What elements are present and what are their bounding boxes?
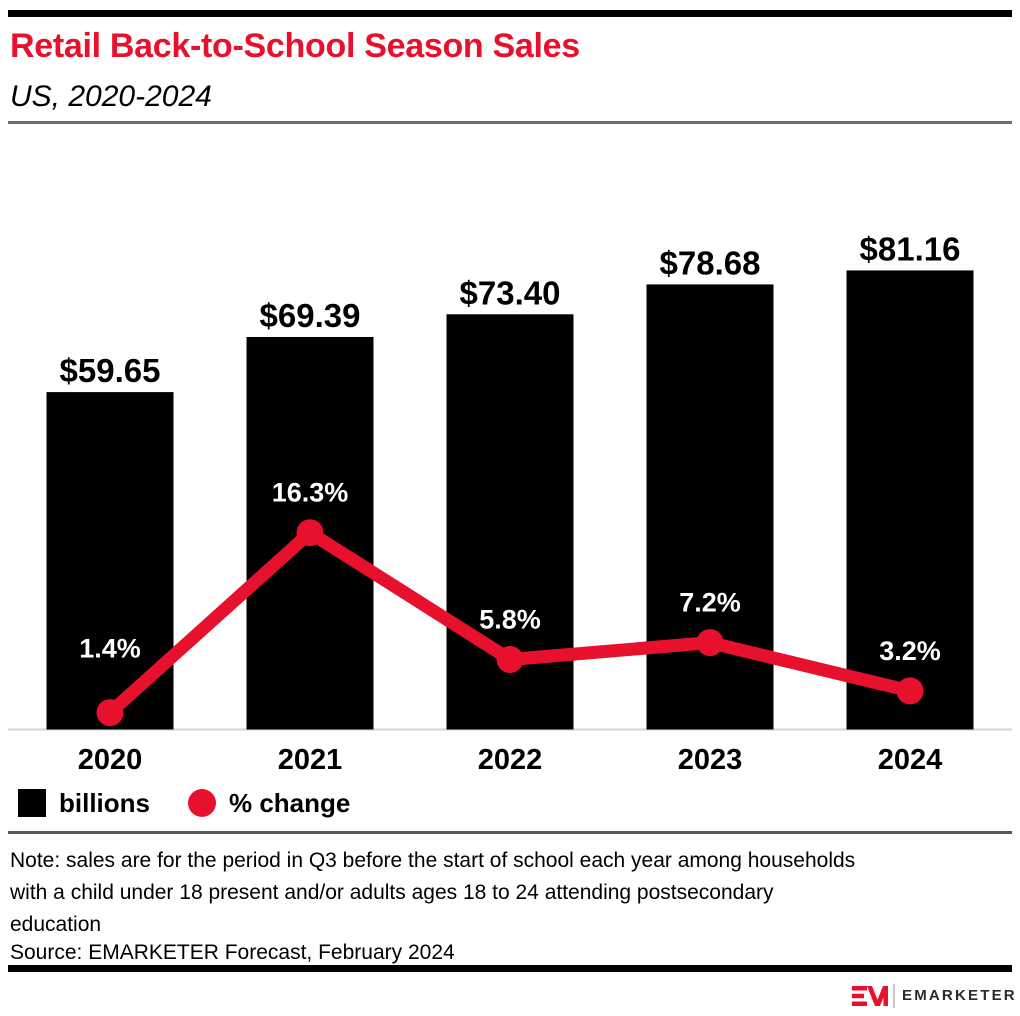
pct-value-label-2024: 3.2% [879,636,941,666]
bar-value-label-2023: $78.68 [660,244,761,281]
x-tick-label-2022: 2022 [478,744,543,776]
pct-change-swatch-icon [188,789,216,817]
pct-point-2023 [696,629,724,657]
legend-label-billions: billions [59,788,150,818]
em-monogram-icon [852,986,888,1006]
legend-item-billions: billions [18,789,150,817]
pct-value-label-2022: 5.8% [479,605,541,635]
pct-point-2021 [296,519,324,547]
legend-label-pct-change: % change [229,788,351,818]
note-text: Note: sales are for the period in Q3 bef… [10,849,856,936]
page-title: Retail Back-to-School Season Sales [10,27,580,65]
pct-value-label-2021: 16.3% [272,478,349,508]
bar-value-label-2022: $73.40 [460,274,561,311]
pct-point-2020 [96,699,124,727]
brand-name: EMARKETER [902,987,1017,1004]
pct-value-label-2023: 7.2% [679,588,741,618]
brand-logo: EMARKETER [852,984,1017,1008]
bar-2023 [646,284,774,730]
pct-value-label-2020: 1.4% [79,634,141,664]
bar-value-label-2024: $81.16 [860,230,961,267]
legend-item-pct-change: % change [188,789,350,817]
pct-point-2024 [896,677,924,705]
chart-subtitle: US, 2020-2024 [10,80,212,113]
billions-swatch-icon [18,789,46,817]
logo-divider [893,984,895,1008]
pct-point-2022 [496,646,524,673]
source-text: Source: EMARKETER Forecast, February 202… [10,941,455,964]
x-tick-label-2021: 2021 [278,744,343,776]
bar-value-label-2020: $59.65 [60,352,161,389]
bar-value-label-2021: $69.39 [260,297,361,334]
header-divider [8,121,1012,124]
x-tick-label-2023: 2023 [678,744,743,776]
x-tick-label-2020: 2020 [78,744,143,776]
legend-divider [8,831,1012,834]
bottom-accent-bar [8,965,1012,972]
bar-2024 [846,270,974,730]
x-tick-label-2024: 2024 [878,744,943,776]
top-accent-bar [8,10,1012,17]
chart-legend: billions % change [18,789,350,817]
